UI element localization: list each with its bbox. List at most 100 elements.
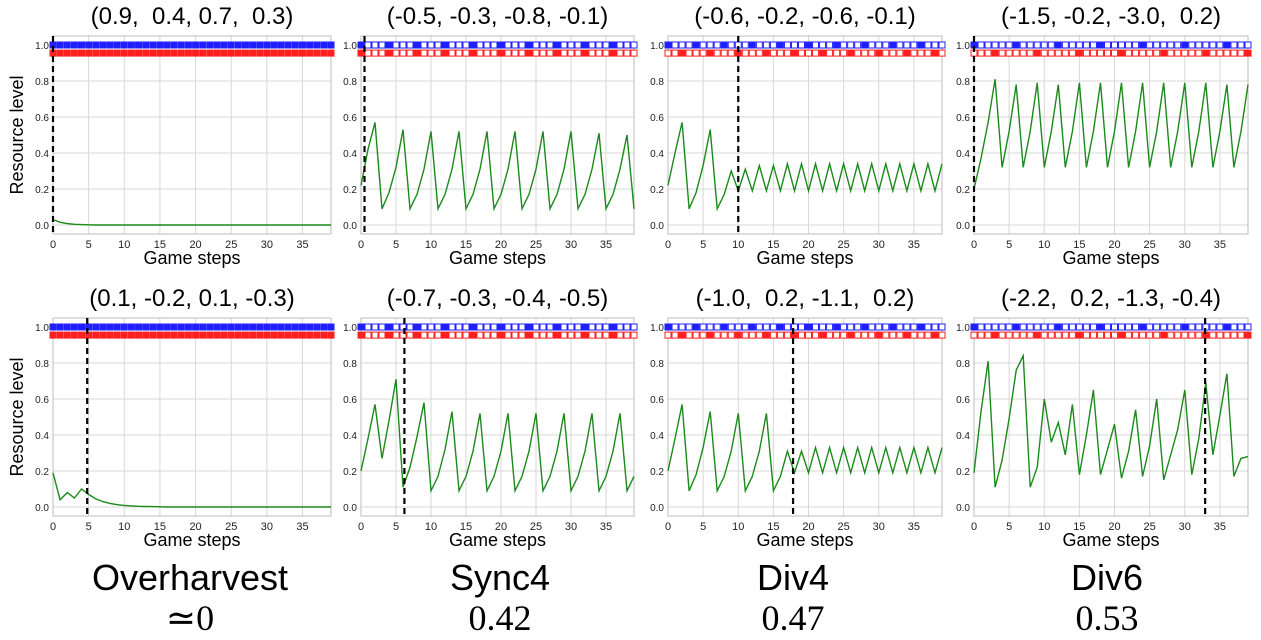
- agent-2-marker: [1223, 331, 1231, 339]
- agent-2-marker: [1061, 331, 1069, 339]
- panel-1-1: 0 5 10 15 20 25 30 35 0.0 0.2 0.4 0.6 0.8 1.0 (-0.7, -…: [343, 285, 638, 550]
- agent-2-marker: [713, 331, 721, 339]
- y-tick-label: 0.0: [956, 503, 970, 514]
- agent-1-marker: [291, 41, 299, 49]
- agent-2-marker: [313, 331, 321, 339]
- agent-2-marker: [868, 331, 876, 339]
- agent-2-marker: [854, 49, 862, 57]
- agent-2-marker: [256, 49, 264, 57]
- agent-1-marker: [92, 323, 100, 331]
- agent-2-marker: [1033, 331, 1041, 339]
- agent-2-marker: [455, 331, 463, 339]
- agent-1-marker: [142, 323, 150, 331]
- agent-1-marker: [1230, 323, 1238, 331]
- agent-2-marker: [924, 49, 932, 57]
- agent-1-marker: [588, 41, 596, 49]
- agent-1-marker: [135, 41, 143, 49]
- agent-2-marker: [984, 49, 992, 57]
- agent-2-marker: [511, 49, 519, 57]
- agent-2-marker: [741, 331, 749, 339]
- agent-1-marker: [113, 41, 121, 49]
- agent-2-marker: [602, 331, 610, 339]
- y-axis-label: Resource level: [7, 75, 27, 194]
- agent-2-marker: [1082, 49, 1090, 57]
- agent-1-marker: [790, 41, 798, 49]
- y-tick-label: 0.2: [956, 467, 970, 478]
- agent-2-marker: [234, 331, 242, 339]
- agent-2-marker: [588, 49, 596, 57]
- agent-2-marker: [664, 331, 672, 339]
- agent-2-marker: [727, 331, 735, 339]
- strategy-score: ≃0: [165, 598, 215, 638]
- y-tick-label: 0.0: [343, 503, 357, 514]
- agent-1-marker: [92, 41, 100, 49]
- agent-2-marker: [1019, 49, 1027, 57]
- agent-2-marker: [748, 331, 756, 339]
- agent-2-marker: [1146, 49, 1154, 57]
- agent-1-marker: [970, 323, 978, 331]
- agent-2-marker: [364, 331, 372, 339]
- agent-2-marker: [706, 49, 714, 57]
- agent-2-marker: [284, 331, 292, 339]
- x-tick-label: 0: [665, 239, 671, 251]
- agent-2-marker: [298, 331, 306, 339]
- agent-2-marker: [755, 331, 763, 339]
- x-tick-label: 0: [665, 521, 671, 533]
- agent-1-marker: [120, 41, 128, 49]
- agent-2-marker: [227, 331, 235, 339]
- agent-1-marker: [819, 41, 827, 49]
- agent-1-marker: [699, 41, 707, 49]
- agent-1-marker: [392, 323, 400, 331]
- agent-1-marker: [623, 41, 631, 49]
- x-tick-label: 25: [838, 521, 850, 533]
- agent-2-marker: [882, 49, 890, 57]
- agent-1-marker: [609, 41, 617, 49]
- agent-2-marker: [1103, 331, 1111, 339]
- agent-2-marker: [497, 49, 505, 57]
- agent-2-marker: [385, 49, 393, 57]
- agent-2-marker: [1188, 331, 1196, 339]
- agent-1-marker: [931, 323, 939, 331]
- agent-1-marker: [671, 323, 679, 331]
- x-tick-label: 0: [358, 521, 364, 533]
- agent-1-marker: [291, 323, 299, 331]
- agent-1-marker: [727, 323, 735, 331]
- agent-1-marker: [127, 323, 135, 331]
- agent-1-marker: [149, 323, 157, 331]
- x-tick-label: 15: [154, 521, 166, 533]
- strategy-score: 0.42: [468, 598, 532, 638]
- y-tick-label: 0.2: [343, 467, 357, 478]
- agent-2-marker: [671, 49, 679, 57]
- agent-1-marker: [448, 41, 456, 49]
- agent-2-marker: [553, 331, 561, 339]
- agent-2-marker: [748, 49, 756, 57]
- agent-2-marker: [1139, 49, 1147, 57]
- agent-2-marker: [840, 49, 848, 57]
- agent-1-marker: [263, 41, 271, 49]
- y-tick-label: 0.4: [650, 149, 664, 160]
- agent-2-marker: [847, 49, 855, 57]
- agent-2-marker: [984, 331, 992, 339]
- agent-1-marker: [220, 41, 228, 49]
- agent-1-marker: [490, 323, 498, 331]
- strategy-name: Div6: [1070, 557, 1144, 598]
- agent-2-marker: [406, 49, 414, 57]
- agent-2-marker: [63, 49, 71, 57]
- agent-1-marker: [574, 323, 582, 331]
- agent-1-marker: [671, 41, 679, 49]
- agent-2-marker: [427, 49, 435, 57]
- agent-2-marker: [755, 49, 763, 57]
- agent-2-marker: [70, 49, 78, 57]
- agent-1-marker: [609, 323, 617, 331]
- agent-1-marker: [263, 323, 271, 331]
- agent-2-marker: [1111, 49, 1119, 57]
- agent-2-marker: [819, 49, 827, 57]
- agent-1-marker: [1054, 323, 1062, 331]
- agent-2-marker: [560, 49, 568, 57]
- agent-1-marker: [135, 323, 143, 331]
- agent-2-marker: [875, 331, 883, 339]
- strategy-score: 0.47: [761, 598, 825, 638]
- agent-2-marker: [78, 331, 86, 339]
- agent-1-marker: [532, 41, 540, 49]
- agent-1-marker: [106, 41, 114, 49]
